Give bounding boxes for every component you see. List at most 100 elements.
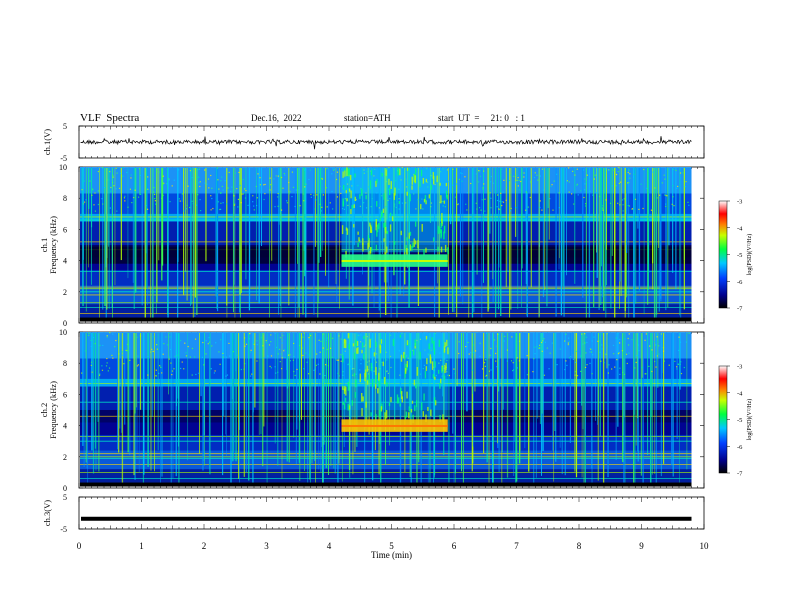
speckle <box>281 357 283 359</box>
colorbar-tick-label: -3 <box>737 199 742 206</box>
event-speckle <box>427 406 429 411</box>
event-speckle <box>437 246 439 251</box>
speckle <box>527 206 529 208</box>
speckle <box>539 347 541 349</box>
speckle <box>270 334 272 336</box>
speckle <box>101 365 103 367</box>
event-speckle <box>400 354 403 362</box>
speckle <box>154 193 156 196</box>
speckle <box>325 339 327 342</box>
speckle <box>368 360 370 362</box>
speckle <box>490 207 492 209</box>
speckle <box>91 371 93 373</box>
speckle <box>199 185 201 188</box>
speckle <box>94 192 96 194</box>
speckle <box>622 204 624 206</box>
speckle <box>92 189 94 191</box>
speckle <box>453 368 455 370</box>
event-speckle <box>447 247 449 255</box>
speckle <box>320 340 322 342</box>
speckle <box>341 187 343 189</box>
speckle <box>115 188 117 190</box>
speckle <box>262 345 264 347</box>
speckle <box>678 349 680 352</box>
speckle <box>237 354 239 356</box>
speckle <box>688 204 690 206</box>
speckle <box>198 182 200 184</box>
speckle <box>645 373 647 375</box>
speckle <box>160 366 162 368</box>
speckle <box>526 355 528 357</box>
ch1-signal-line <box>80 136 692 150</box>
speckle <box>263 357 265 359</box>
speckle <box>125 349 127 352</box>
event-speckle <box>344 397 347 403</box>
speckle <box>103 187 106 189</box>
speckle <box>592 194 594 196</box>
speckle <box>321 177 323 180</box>
speckle <box>270 355 273 357</box>
speckle <box>629 177 631 179</box>
speckle <box>455 183 458 185</box>
speckle <box>605 353 607 355</box>
event-speckle <box>404 354 406 360</box>
speckle <box>237 206 239 208</box>
speckle <box>464 176 466 178</box>
speckle <box>282 187 284 189</box>
speckle <box>153 191 155 193</box>
speckle <box>131 201 133 204</box>
speckle <box>580 370 582 373</box>
speckle <box>168 356 170 358</box>
speckle <box>500 192 502 194</box>
y-tick-label: 4 <box>63 422 67 431</box>
speckle <box>230 190 232 193</box>
panel-4: 5 -5 ch.3(V) <box>42 493 705 534</box>
speckle <box>542 340 544 342</box>
speckle <box>389 198 391 200</box>
speckle <box>185 355 188 357</box>
y-tick-label: 6 <box>63 390 67 399</box>
speckle <box>601 348 603 350</box>
speckle <box>454 372 456 375</box>
speckle <box>374 359 376 361</box>
speckle <box>556 364 558 366</box>
speckle <box>270 340 272 343</box>
speckle <box>264 193 266 195</box>
speckle <box>115 339 117 342</box>
speckle <box>360 334 362 336</box>
speckle <box>407 357 409 359</box>
colorbar <box>718 365 728 474</box>
x-tick-label: 1 <box>139 541 144 551</box>
speckle <box>548 368 550 370</box>
y-axis-label: ch.3(V) <box>42 500 52 526</box>
speckle <box>499 200 501 202</box>
speckle <box>263 198 265 201</box>
speckle <box>196 204 198 206</box>
speckle <box>576 375 579 377</box>
speckle <box>512 362 514 364</box>
event-speckle <box>443 375 446 380</box>
speckle <box>676 366 678 368</box>
speckle <box>543 338 545 340</box>
speckle <box>481 199 483 201</box>
speckle <box>525 191 528 193</box>
y-axis-label: ch.2 <box>39 403 49 417</box>
speckle <box>384 174 386 177</box>
event-speckle <box>397 397 400 404</box>
low-frequency-strip <box>80 317 692 322</box>
speckle <box>319 373 321 375</box>
speckle <box>544 341 547 343</box>
speckle <box>482 188 484 190</box>
x-tick-label: 10 <box>700 541 710 551</box>
speckle <box>162 194 164 197</box>
speckle <box>228 342 230 344</box>
event-speckle <box>397 167 399 176</box>
speckle <box>365 207 368 209</box>
speckle <box>586 341 588 344</box>
event-speckle <box>349 174 352 181</box>
speckle <box>618 167 620 169</box>
speckle <box>489 354 491 356</box>
colorbar-tick-label: -7 <box>737 306 743 313</box>
speckle <box>109 170 111 173</box>
speckle <box>539 175 541 177</box>
